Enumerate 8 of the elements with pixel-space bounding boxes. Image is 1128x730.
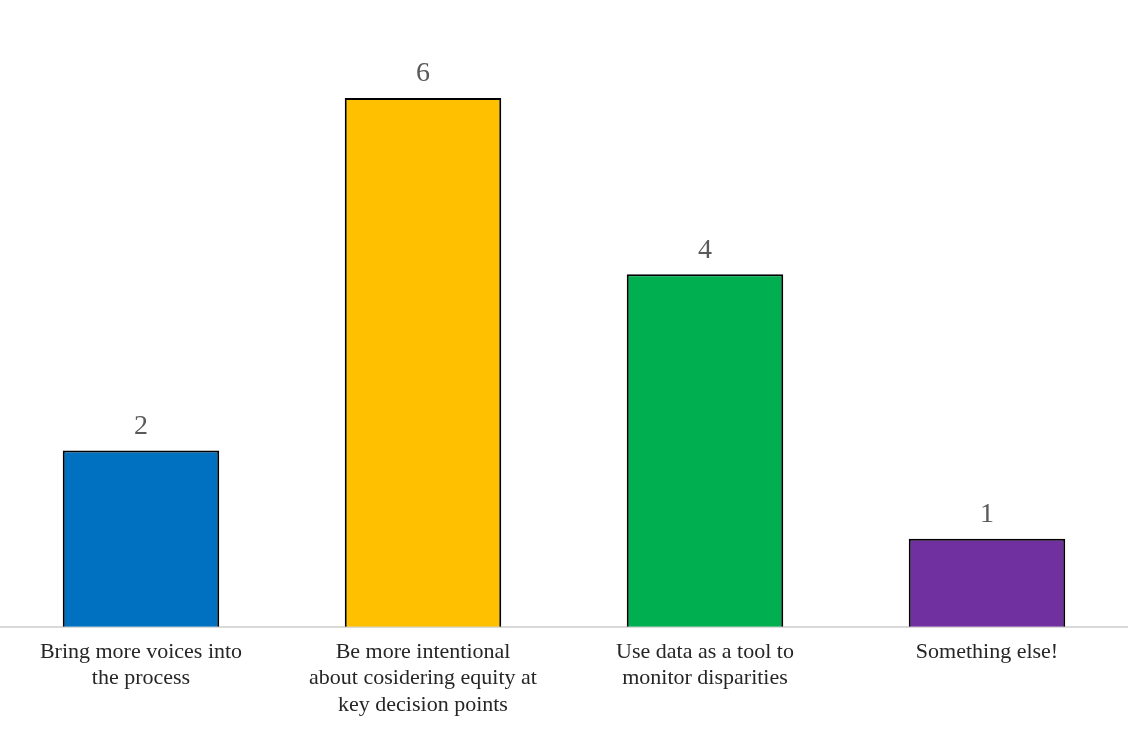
x-tick-label: Be more intentional about cosidering equity at key decision points [309, 637, 537, 716]
x-tick-label: Something else! [915, 637, 1059, 663]
data-label: 6 [416, 56, 430, 88]
data-label: 4 [698, 232, 712, 264]
data-label: 1 [980, 497, 994, 529]
x-tick-label: Bring more voices into the process [39, 637, 243, 690]
x-tick-label: Use data as a tool to monitor disparities [616, 637, 794, 690]
data-label: 2 [134, 408, 148, 440]
